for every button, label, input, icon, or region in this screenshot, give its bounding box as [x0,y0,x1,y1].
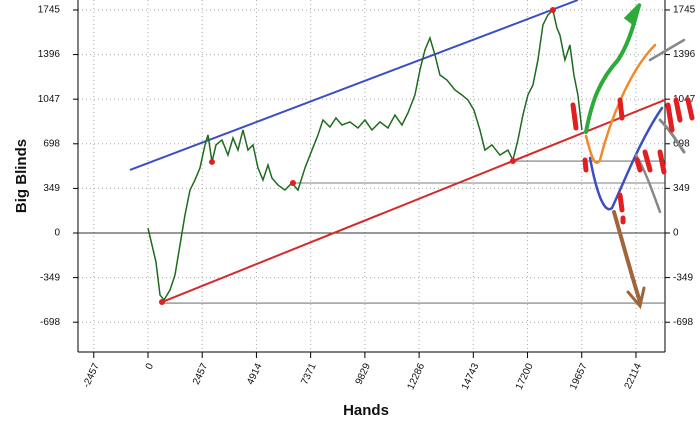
y-axis-label: Big Blinds [13,139,30,213]
x-tick-label: 0 [144,361,157,371]
series-line [147,8,583,302]
brown-doodle [612,210,642,304]
y2-tick-label: 349 [673,183,690,194]
marker [549,6,556,13]
marker [509,158,516,165]
exclamation-marks [570,97,695,225]
marker [208,158,215,165]
y-tick-label: 1047 [38,94,61,105]
green-arrowhead [623,2,642,27]
x-axis-label: Hands [343,402,389,419]
y-tick-label: 0 [54,228,60,239]
marker [289,180,296,187]
y-tick-label: -349 [40,272,60,283]
gray-doodle [658,118,686,154]
blue-doodle [588,106,664,211]
y2-tick-label: 698 [673,138,690,149]
y2-tick-label: 1047 [673,94,696,105]
green-doodle [584,6,640,134]
trend-line [129,0,579,171]
orange-doodle [584,43,657,164]
y-tick-label: 349 [43,183,60,194]
y2-tick-label: 1396 [673,49,696,60]
y-tick-label: 1396 [38,49,61,60]
y2-tick-label: -349 [673,272,693,283]
y2-tick-label: -698 [673,317,693,328]
trend-line [161,99,666,303]
y-tick-label: -698 [40,317,60,328]
gray-doodle [648,38,686,62]
y2-tick-label: 1745 [673,5,696,16]
y-tick-label: 698 [43,138,60,149]
brown-arrowhead [626,286,646,310]
doodles [570,2,695,310]
marker [158,299,165,306]
y-tick-label: 1745 [38,5,61,16]
y2-tick-label: 0 [673,228,679,239]
